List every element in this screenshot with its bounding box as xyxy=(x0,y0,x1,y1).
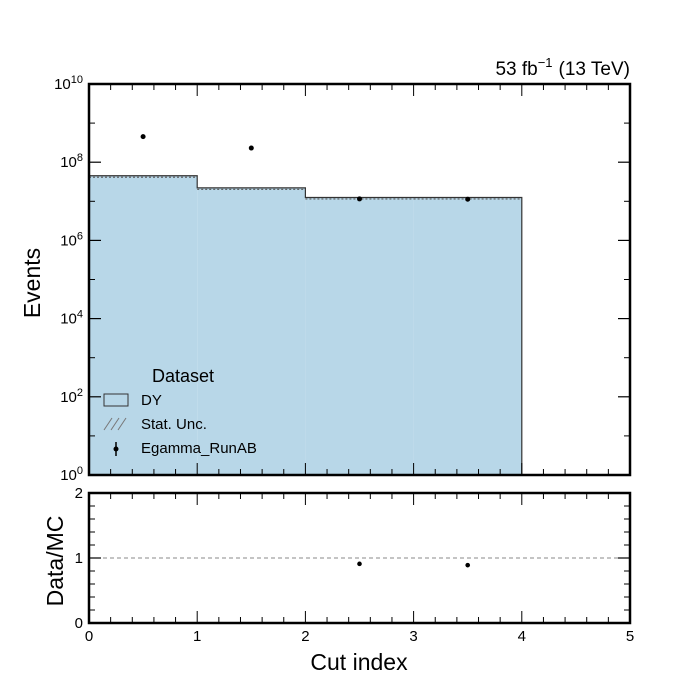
energy-label: (13 TeV) xyxy=(559,59,630,80)
legend-marker-data xyxy=(113,442,119,456)
ratio-point xyxy=(465,562,471,568)
ratio-point xyxy=(357,561,362,567)
ratio-panel-ticks: 0 1 2 xyxy=(75,485,631,632)
legend: Dataset DY Stat. Unc. Egamma_RunAB xyxy=(103,366,257,457)
x-axis-tick-labels: 0 1 2 3 4 5 xyxy=(85,628,634,645)
legend-label-data: Egamma_RunAB xyxy=(141,440,257,457)
y-tick-label: 108 xyxy=(60,152,83,171)
legend-swatch-stat-unc xyxy=(103,417,127,431)
luminosity-exponent: −1 xyxy=(538,55,553,70)
mc-bar xyxy=(305,197,414,476)
x-tick-label: 5 xyxy=(626,628,634,645)
legend-swatch-dy xyxy=(103,393,129,407)
data-point xyxy=(248,145,254,151)
x-tick-label: 2 xyxy=(301,628,309,645)
mc-bar xyxy=(197,187,306,476)
main-panel-ticks: 100 102 104 106 108 1010 xyxy=(54,74,631,484)
luminosity-label: 53 fb−1 (13 TeV) xyxy=(495,55,630,80)
luminosity-value: 53 fb xyxy=(495,59,537,80)
ratio-y-tick-label: 0 xyxy=(75,615,83,632)
ratio-y-axis-title: Data/MC xyxy=(42,516,68,607)
legend-label-stat-unc: Stat. Unc. xyxy=(141,416,207,433)
x-tick-label: 0 xyxy=(85,628,93,645)
data-point xyxy=(357,196,362,202)
y-tick-label: 102 xyxy=(60,387,83,406)
y-tick-label: 106 xyxy=(60,230,83,249)
ratio-panel-frame xyxy=(87,491,632,625)
ratio-plot-area xyxy=(89,557,630,568)
y-tick-label: 104 xyxy=(60,309,83,328)
mc-bar xyxy=(413,197,522,476)
x-tick-label: 1 xyxy=(193,628,201,645)
main-plot-area xyxy=(88,134,523,476)
y-tick-label: 1010 xyxy=(54,74,83,93)
y-tick-label: 100 xyxy=(60,465,83,484)
y-axis-title: Events xyxy=(19,248,45,318)
legend-label-dy: DY xyxy=(141,392,162,409)
x-tick-label: 4 xyxy=(518,628,526,645)
data-point xyxy=(140,134,146,140)
legend-title: Dataset xyxy=(152,366,214,386)
x-tick-label: 3 xyxy=(409,628,417,645)
x-axis-title: Cut index xyxy=(310,649,408,675)
ratio-y-tick-label: 2 xyxy=(75,485,83,502)
mc-outline xyxy=(88,175,523,475)
ratio-y-tick-label: 1 xyxy=(75,550,83,567)
data-point xyxy=(465,196,471,202)
